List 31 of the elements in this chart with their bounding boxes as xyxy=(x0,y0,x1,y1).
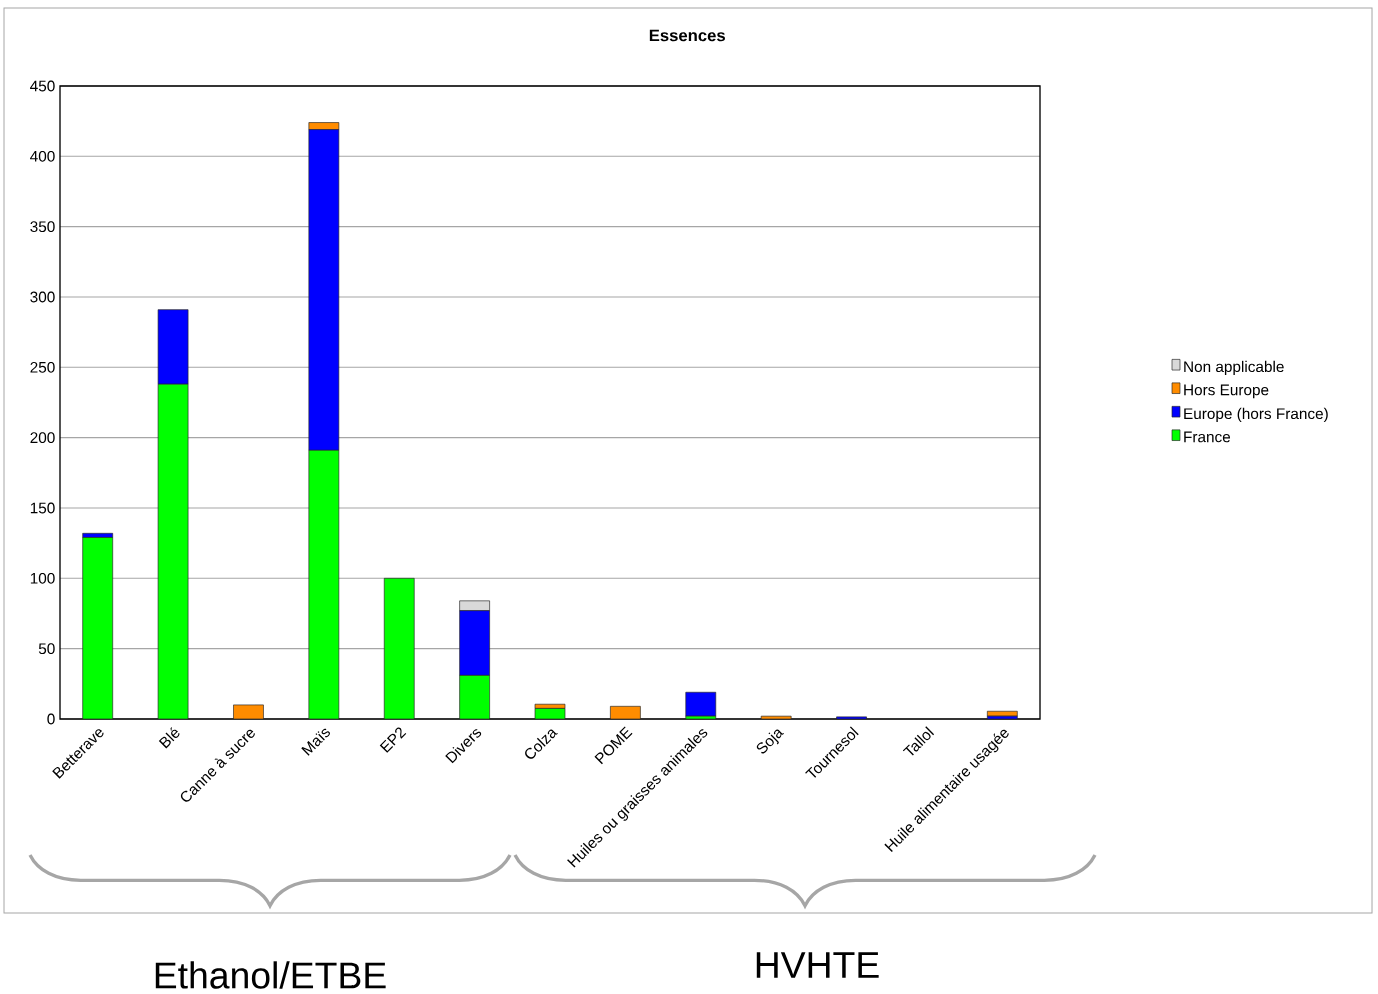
bar xyxy=(459,675,490,719)
y-tick-label: 100 xyxy=(30,572,55,584)
y-tick-label: 450 xyxy=(30,80,55,92)
y-tick-label: 250 xyxy=(30,361,55,373)
bar xyxy=(760,715,792,719)
x-tick-label: Soja xyxy=(756,729,784,754)
y-tick-label: 400 xyxy=(30,150,55,162)
y-tick-label: 300 xyxy=(30,291,55,303)
bar xyxy=(157,383,189,719)
bar xyxy=(82,537,114,719)
bar xyxy=(383,577,415,719)
legend-label: Hors Europe xyxy=(1184,384,1269,399)
bar xyxy=(986,715,1018,719)
bar xyxy=(610,705,641,719)
x-tick-label: Blé xyxy=(158,727,180,749)
y-tick-label: 150 xyxy=(30,502,55,514)
y-tick-label: 350 xyxy=(30,221,55,233)
bar xyxy=(308,449,340,719)
bar xyxy=(233,704,264,719)
x-tick-label: EP2 xyxy=(379,727,407,753)
y-tick-label: 200 xyxy=(30,432,55,444)
legend-label: Non applicable xyxy=(1184,360,1284,376)
y-tick-label: 0 xyxy=(47,713,55,725)
bar xyxy=(986,710,1018,717)
chart-title: Essences xyxy=(649,29,725,42)
text: HVHTE xyxy=(756,952,879,978)
legend-label: Europe (hors France) xyxy=(1184,407,1328,423)
y-tick-label: 50 xyxy=(38,643,55,655)
bar xyxy=(836,716,867,719)
legend-label: France xyxy=(1184,431,1231,443)
text: Ethanol/ETBE xyxy=(155,961,386,989)
